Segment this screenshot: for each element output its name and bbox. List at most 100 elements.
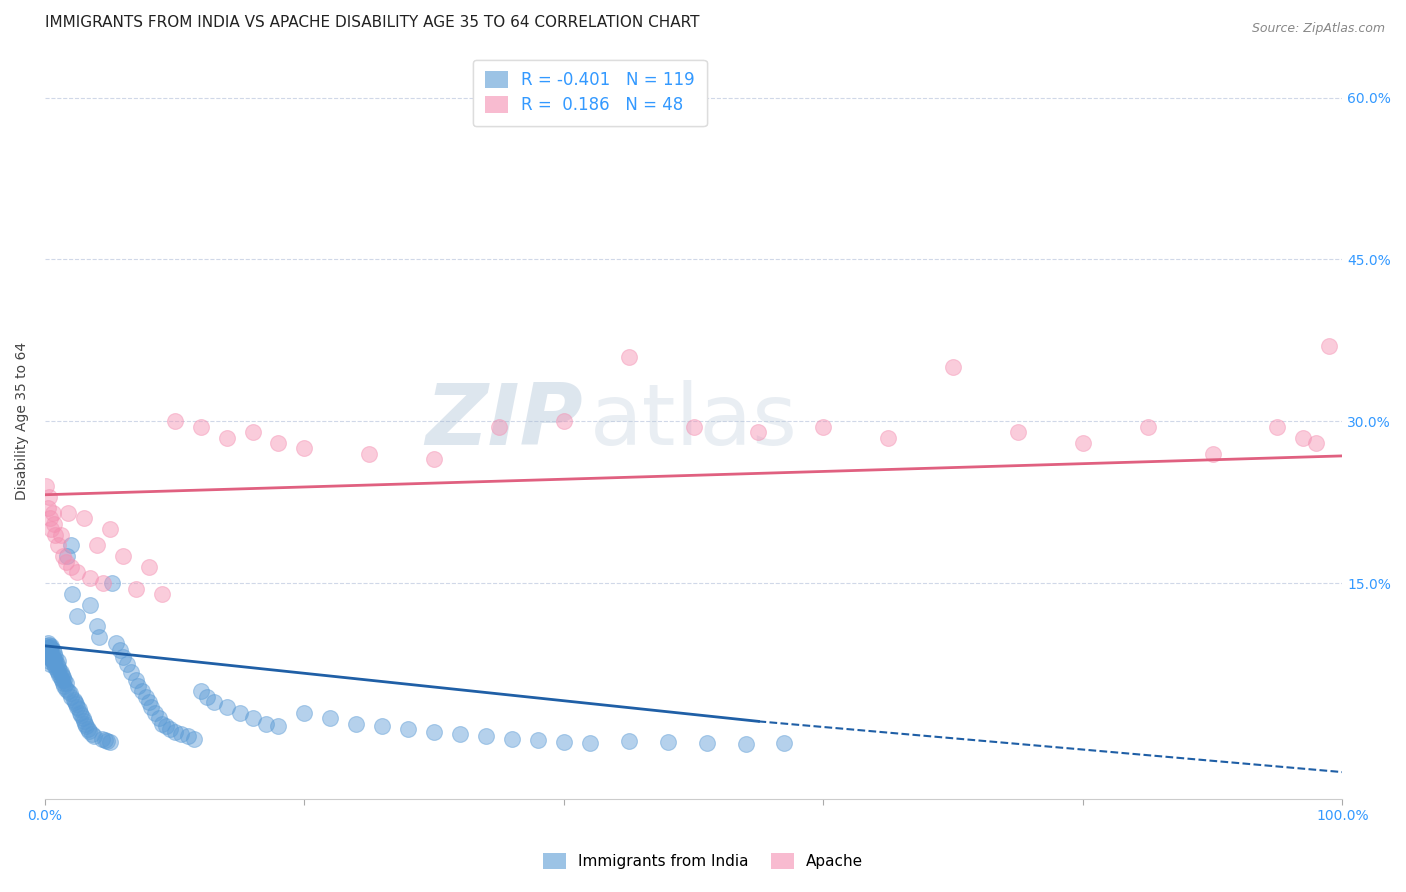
Point	[93, 732, 115, 747]
Point	[59, 690, 82, 704]
Point	[42, 657, 65, 672]
Point	[59, 539, 82, 553]
Point	[79, 598, 101, 612]
Point	[105, 635, 128, 649]
Point	[242, 711, 264, 725]
Point	[76, 719, 98, 733]
Point	[423, 725, 446, 739]
Point	[294, 706, 316, 720]
Point	[42, 516, 65, 531]
Point	[44, 660, 66, 674]
Point	[475, 730, 498, 744]
Point	[86, 539, 108, 553]
Point	[46, 539, 69, 553]
Point	[267, 436, 290, 450]
Point	[46, 654, 69, 668]
Point	[215, 431, 238, 445]
Point	[91, 731, 114, 746]
Point	[80, 727, 103, 741]
Point	[176, 730, 198, 744]
Point	[359, 447, 381, 461]
Point	[41, 652, 63, 666]
Point	[42, 506, 65, 520]
Point	[138, 560, 160, 574]
Point	[42, 654, 65, 668]
Point	[294, 442, 316, 456]
Point	[449, 727, 471, 741]
Point	[38, 638, 60, 652]
Point	[48, 668, 70, 682]
Point	[73, 511, 96, 525]
Point	[267, 719, 290, 733]
Point	[83, 730, 105, 744]
Point	[42, 646, 65, 660]
Point	[55, 675, 77, 690]
Point	[46, 665, 69, 679]
Point	[423, 452, 446, 467]
Point	[35, 479, 58, 493]
Point	[38, 654, 60, 668]
Point	[62, 693, 84, 707]
Point	[51, 673, 73, 688]
Point	[1007, 425, 1029, 439]
Point	[1317, 339, 1340, 353]
Point	[75, 716, 97, 731]
Text: ZIP: ZIP	[426, 380, 583, 463]
Point	[93, 576, 115, 591]
Point	[202, 695, 225, 709]
Legend: Immigrants from India, Apache: Immigrants from India, Apache	[531, 843, 875, 880]
Text: atlas: atlas	[591, 380, 797, 463]
Point	[319, 711, 342, 725]
Point	[138, 695, 160, 709]
Point	[111, 549, 134, 564]
Point	[96, 733, 118, 747]
Point	[115, 657, 138, 672]
Point	[42, 643, 65, 657]
Point	[501, 731, 523, 746]
Point	[39, 640, 62, 654]
Point	[155, 719, 177, 733]
Point	[98, 522, 121, 536]
Point	[49, 665, 72, 679]
Legend: R = -0.401   N = 119, R =  0.186   N = 48: R = -0.401 N = 119, R = 0.186 N = 48	[472, 60, 707, 126]
Point	[77, 724, 100, 739]
Text: IMMIGRANTS FROM INDIA VS APACHE DISABILITY AGE 35 TO 64 CORRELATION CHART: IMMIGRANTS FROM INDIA VS APACHE DISABILI…	[45, 15, 699, 30]
Point	[44, 654, 66, 668]
Point	[49, 527, 72, 541]
Point	[183, 731, 205, 746]
Point	[52, 675, 75, 690]
Point	[65, 697, 87, 711]
Text: Source: ZipAtlas.com: Source: ZipAtlas.com	[1251, 22, 1385, 36]
Point	[877, 431, 900, 445]
Point	[38, 646, 60, 660]
Point	[1292, 431, 1315, 445]
Point	[86, 619, 108, 633]
Point	[1267, 419, 1289, 434]
Point	[170, 727, 193, 741]
Point	[1136, 419, 1159, 434]
Point	[125, 673, 148, 688]
Point	[89, 630, 111, 644]
Point	[35, 646, 58, 660]
Point	[396, 722, 419, 736]
Point	[696, 736, 718, 750]
Point	[773, 736, 796, 750]
Point	[52, 670, 75, 684]
Point	[53, 679, 76, 693]
Point	[66, 566, 89, 580]
Point	[190, 684, 212, 698]
Point	[46, 660, 69, 674]
Point	[59, 686, 82, 700]
Point	[42, 649, 65, 664]
Point	[579, 736, 602, 750]
Point	[37, 500, 59, 515]
Point	[39, 643, 62, 657]
Point	[59, 560, 82, 574]
Point	[942, 360, 965, 375]
Point	[37, 643, 59, 657]
Point	[195, 690, 218, 704]
Point	[53, 673, 76, 688]
Point	[131, 684, 153, 698]
Point	[73, 714, 96, 729]
Point	[747, 425, 769, 439]
